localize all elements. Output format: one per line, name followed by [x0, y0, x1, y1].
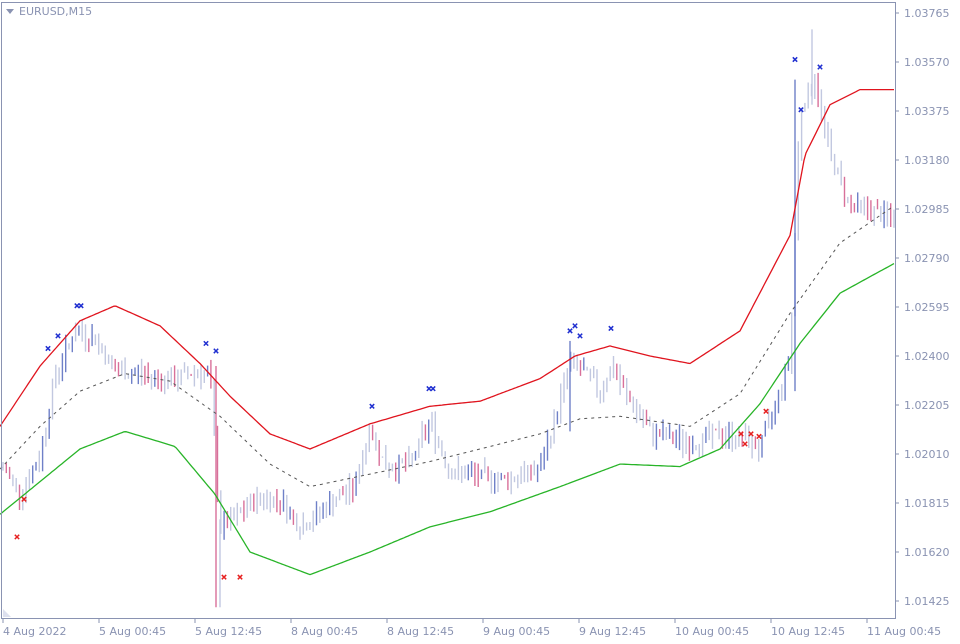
sell-signal-icon	[426, 385, 432, 392]
chart-shift-icon[interactable]	[3, 609, 11, 617]
y-tick-label: 1.01815	[904, 497, 950, 510]
buy-signal-icon	[237, 574, 243, 580]
sell-signal-icon	[369, 403, 375, 409]
sell-signal-icon	[798, 107, 804, 113]
buy-signal-icon	[14, 534, 20, 540]
sell-signal-icon	[792, 56, 798, 63]
sell-signal-icon	[430, 385, 436, 392]
x-tick-label: 11 Aug 00:45	[867, 625, 941, 638]
x-tick-label: 5 Aug 12:45	[195, 625, 262, 638]
x-tick-label: 9 Aug 00:45	[483, 625, 550, 638]
y-tick-label: 1.01620	[904, 546, 950, 559]
price-bars	[2, 29, 895, 608]
sell-signal-icon	[608, 325, 614, 332]
y-tick-label: 1.03570	[904, 56, 950, 69]
y-tick-label: 1.03180	[904, 154, 950, 167]
x-tick-label: 8 Aug 00:45	[291, 625, 358, 638]
sell-signal-icon	[78, 303, 84, 309]
x-tick-label: 9 Aug 12:45	[579, 625, 646, 638]
lower-band-line	[0, 263, 895, 576]
sell-signal-icon	[213, 348, 219, 354]
buy-signal-icon	[748, 431, 754, 437]
dropdown-triangle-icon[interactable]	[6, 9, 14, 14]
buy-signal-icon	[763, 408, 769, 415]
sell-signal-icon	[577, 333, 583, 339]
y-tick-label: 1.02790	[904, 252, 950, 265]
x-tick-label: 5 Aug 00:45	[99, 625, 166, 638]
buy-signal-icon	[756, 433, 762, 440]
y-tick-label: 1.02400	[904, 350, 950, 363]
buy-signal-icon	[738, 431, 744, 437]
sell-signal-icon	[74, 303, 80, 309]
y-tick-label: 1.03375	[904, 105, 950, 118]
sell-signal-icon	[203, 340, 209, 347]
buy-signal-icon	[21, 496, 27, 502]
bands	[0, 88, 895, 576]
signal-markers	[14, 56, 823, 580]
plot-frame	[1, 2, 896, 619]
x-tick-label: 8 Aug 12:45	[387, 625, 454, 638]
x-tick-label: 4 Aug 2022	[3, 625, 66, 638]
y-tick-label: 1.02010	[904, 448, 950, 461]
y-tick-label: 1.02595	[904, 301, 950, 314]
buy-signal-icon	[221, 574, 227, 580]
sell-signal-icon	[572, 323, 578, 329]
sell-signal-icon	[567, 328, 573, 334]
x-tick-label: 10 Aug 12:45	[771, 625, 845, 638]
sell-signal-icon	[817, 64, 823, 70]
x-tick-label: 10 Aug 00:45	[675, 625, 749, 638]
middle-line	[0, 205, 895, 488]
y-tick-label: 1.03765	[904, 7, 950, 20]
axes: 1.03765 1.03570 1.03375 1.03180 1.02985 1.027…	[1, 2, 950, 638]
y-tick-label: 1.02205	[904, 399, 950, 412]
symbol-timeframe-text: EURUSD,M15	[19, 5, 93, 18]
sell-signal-icon	[45, 345, 51, 352]
y-tick-label: 1.02985	[904, 203, 950, 216]
y-tick-label: 1.01425	[904, 595, 950, 608]
upper-band-line	[0, 88, 894, 450]
symbol-timeframe-label[interactable]: EURUSD,M15	[6, 5, 92, 18]
sell-signal-icon	[55, 333, 61, 339]
buy-signal-icon	[742, 441, 748, 447]
